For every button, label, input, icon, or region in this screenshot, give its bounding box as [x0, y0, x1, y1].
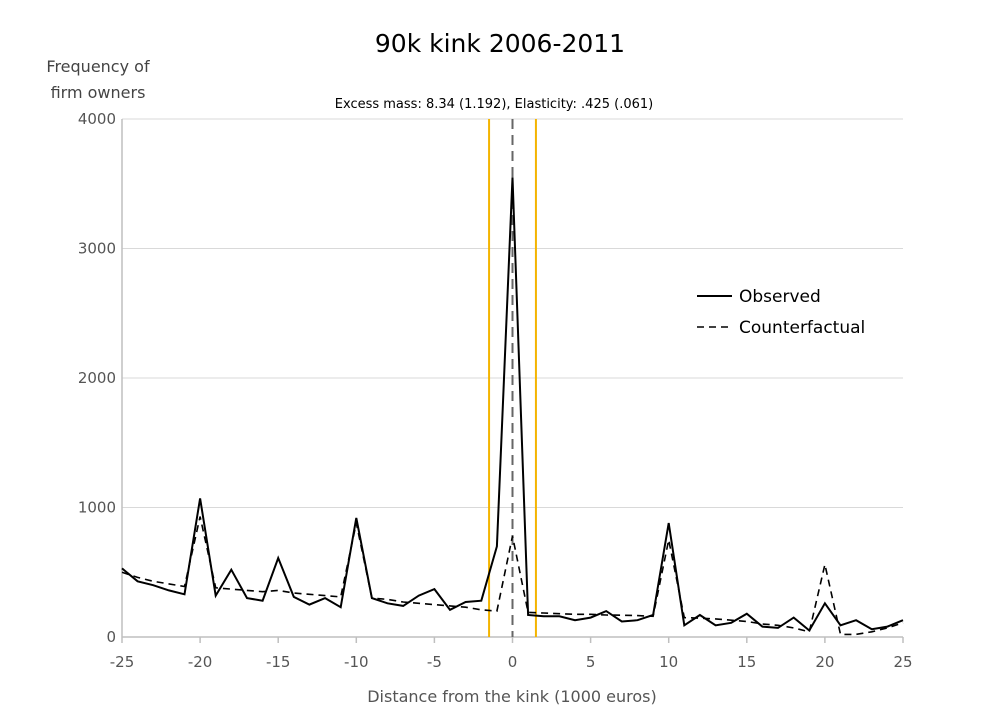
x-tick-label: -20	[188, 653, 213, 671]
x-tick-label: 0	[508, 653, 518, 671]
x-tick-label: 15	[737, 653, 756, 671]
y-tick-label: 3000	[78, 240, 116, 258]
counterfactual-point	[230, 588, 232, 590]
counterfactual-point	[824, 563, 826, 565]
counterfactual-point	[902, 622, 904, 624]
observed-points	[121, 176, 904, 632]
chart-title: 90k kink 2006-2011	[375, 29, 625, 58]
legend-label-observed: Observed	[739, 287, 821, 307]
x-tick-label: 10	[659, 653, 678, 671]
counterfactual-point	[839, 633, 841, 635]
legend-label-counterfactual: Counterfactual	[739, 318, 865, 338]
y-tick-label: 4000	[78, 110, 116, 128]
x-tick-label: -10	[344, 653, 369, 671]
counterfactual-point	[386, 598, 388, 600]
y-tick-label: 2000	[78, 369, 116, 387]
counterfactual-point	[433, 603, 435, 605]
x-tick-label: 20	[815, 653, 834, 671]
annotation: Excess mass: 8.34 (1.192), Elasticity: .…	[335, 97, 653, 112]
counterfactual-point	[152, 580, 154, 582]
x-tick-label: -25	[110, 653, 135, 671]
counterfactual-point	[668, 539, 670, 541]
counterfactual-point	[746, 620, 748, 622]
legend: Observed Counterfactual	[697, 287, 865, 338]
x-tick-label: -15	[266, 653, 291, 671]
counterfactual-line	[121, 516, 904, 636]
x-tick-label: 5	[586, 653, 596, 671]
y-tick-label: 0	[106, 628, 116, 646]
x-axis-label: Distance from the kink (1000 euros)	[367, 687, 657, 706]
x-tick-label: 25	[893, 653, 912, 671]
x-axis-ticks: -25 -20 -15 -10 -5 0 5 10 15 20 25	[110, 637, 913, 671]
observed-line	[121, 177, 904, 633]
counterfactual-point	[480, 609, 482, 611]
counterfactual-point	[574, 613, 576, 615]
y-axis-label-line1: Frequency of	[46, 57, 150, 76]
y-tick-label: 1000	[78, 499, 116, 517]
y-axis-ticks: 0 1000 2000 3000 4000	[78, 110, 116, 646]
y-axis-label-line2: firm owners	[51, 83, 146, 102]
counterfactual-point	[621, 614, 623, 616]
counterfactual-point	[699, 617, 701, 619]
x-tick-label: -5	[427, 653, 442, 671]
